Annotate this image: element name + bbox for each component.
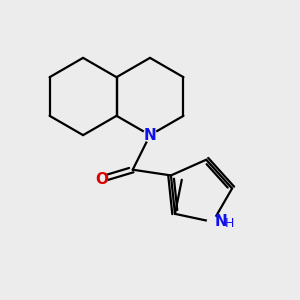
Circle shape (95, 173, 107, 185)
Circle shape (207, 217, 218, 227)
Text: H: H (225, 217, 235, 230)
Text: O: O (95, 172, 108, 187)
Text: N: N (144, 128, 156, 142)
Circle shape (143, 129, 157, 142)
Text: N: N (214, 214, 227, 230)
